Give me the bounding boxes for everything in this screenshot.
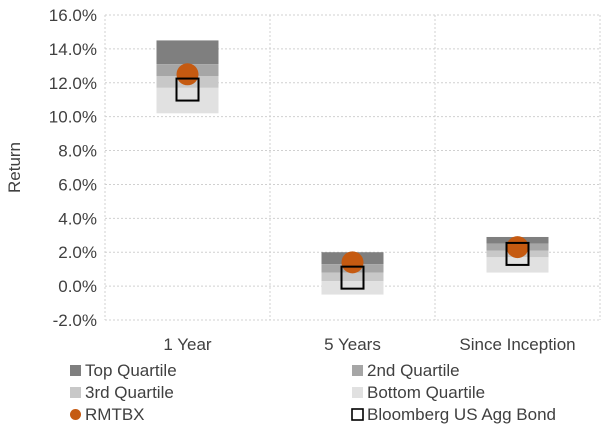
y-tick-label: 12.0% [49,74,97,93]
marker-rmtbx-0 [176,63,199,86]
y-tick-label: 8.0% [58,142,97,161]
y-tick-label: 10.0% [49,108,97,127]
legend-label-2nd-quartile: 2nd Quartile [367,361,460,380]
markers [175,63,530,290]
x-tick-label: 1 Year [163,335,212,354]
quartile-bar-3rd-quartile-1 [321,272,384,282]
y-tick-labels: -2.0% 0.0% 2.0% 4.0% 6.0% 8.0% 10.0% 12.0% 14.0%… [49,6,97,330]
legend-swatch-rmtbx [70,409,81,420]
legend-label-top-quartile: Top Quartile [85,361,177,380]
legend-label-3rd-quartile: 3rd Quartile [85,383,174,402]
y-axis-label: Return [5,142,24,193]
legend-swatch-top-quartile [70,365,81,376]
marker-benchmark-2 [505,241,530,266]
y-tick-label: 14.0% [49,40,97,59]
marker-benchmark-1 [340,265,365,290]
y-tick-label: 16.0% [49,6,97,25]
marker-rmtbx-1 [341,251,364,274]
y-tick-label: 6.0% [58,175,97,194]
legend-swatch-2nd-quartile [352,365,363,376]
x-tick-label: 5 Years [324,335,381,354]
y-tick-label: -2.0% [53,311,97,330]
x-tick-labels: 1 Year 5 Years Since Inception [163,335,575,354]
legend: Top Quartile 2nd Quartile 3rd Quartile Bott… [70,361,556,424]
y-tick-label: 2.0% [58,243,97,262]
quartile-bar-top-quartile-0 [156,40,219,65]
legend-label-bottom-quartile: Bottom Quartile [367,383,485,402]
legend-swatch-3rd-quartile [70,387,81,398]
legend-swatch-bottom-quartile [352,387,363,398]
marker-benchmark-0 [175,77,200,102]
y-tick-label: 4.0% [58,209,97,228]
legend-label-rmtbx: RMTBX [85,405,145,424]
marker-rmtbx-2 [506,236,529,259]
legend-label-bloomberg-us-agg-bond: Bloomberg US Agg Bond [367,405,556,424]
x-tick-label: Since Inception [459,335,575,354]
legend-swatch-bloomberg-us-agg-bond [351,408,364,421]
y-tick-label: 0.0% [58,277,97,296]
